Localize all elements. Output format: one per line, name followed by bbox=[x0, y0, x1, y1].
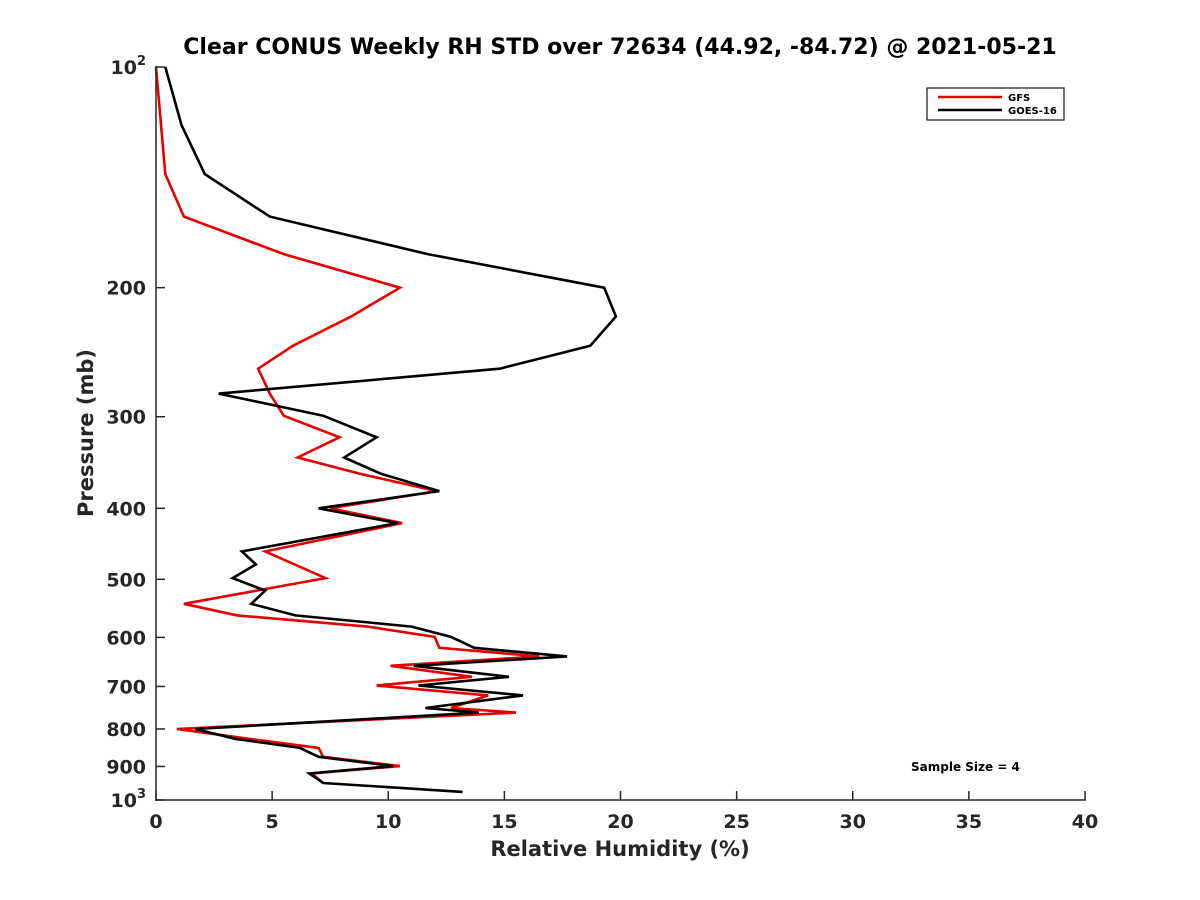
legend-box bbox=[926, 87, 1065, 121]
series-line-goes16 bbox=[164, 66, 618, 794]
chart-title: Clear CONUS Weekly RH STD over 72634 (44… bbox=[183, 35, 1056, 60]
y-tick-label: 103 bbox=[111, 787, 147, 812]
x-tick-label: 15 bbox=[491, 811, 517, 833]
y-axis-label: Pressure (mb) bbox=[74, 349, 98, 517]
y-ticks: 102 200 300 400 500 600 700 800 900 103 bbox=[106, 54, 165, 812]
y-tick-label: 102 bbox=[111, 54, 147, 79]
x-tick-label: 20 bbox=[607, 811, 633, 833]
plot-lines bbox=[154, 66, 618, 794]
y-tick-label: 800 bbox=[106, 719, 146, 741]
x-tick-label: 25 bbox=[723, 811, 749, 833]
x-tick-label: 30 bbox=[840, 811, 866, 833]
x-tick-label: 10 bbox=[375, 811, 401, 833]
x-axis-label: Relative Humidity (%) bbox=[490, 837, 749, 861]
y-tick-label: 500 bbox=[106, 569, 146, 591]
y-tick-label: 200 bbox=[106, 278, 146, 300]
sample-size-annotation: Sample Size = 4 bbox=[911, 760, 1020, 774]
x-tick-label: 0 bbox=[149, 811, 162, 833]
series-line-gfs bbox=[154, 66, 540, 785]
legend-label-gfs: GFS bbox=[1008, 93, 1030, 104]
y-tick-label: 700 bbox=[106, 676, 146, 698]
x-tick-label: 35 bbox=[956, 811, 982, 833]
y-tick-label: 900 bbox=[106, 756, 146, 778]
legend-label-goes16: GOES-16 bbox=[1008, 106, 1057, 117]
y-tick-label: 600 bbox=[106, 627, 146, 649]
legend: GFS GOES-16 bbox=[926, 87, 1065, 121]
x-ticks: 0 5 10 15 20 25 30 35 40 bbox=[149, 791, 1098, 833]
x-tick-label: 5 bbox=[266, 811, 279, 833]
axes bbox=[155, 66, 1086, 801]
y-tick-label: 400 bbox=[106, 498, 146, 520]
y-tick-label: 300 bbox=[106, 407, 146, 429]
x-tick-label: 40 bbox=[1072, 811, 1098, 833]
